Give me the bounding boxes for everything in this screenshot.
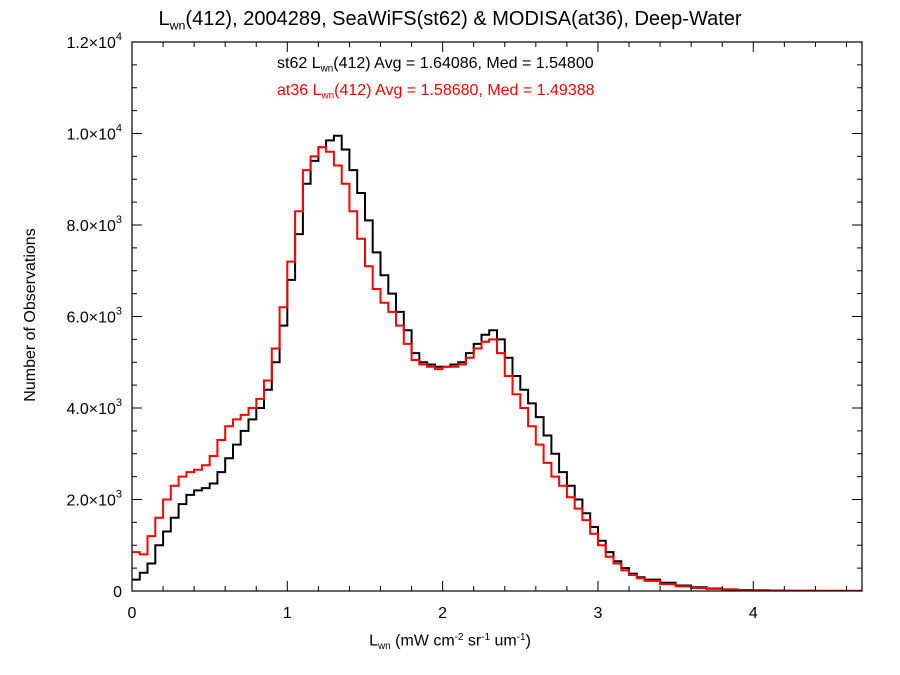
xlabel-sup1: -2: [454, 632, 464, 643]
xlabel-mid1: sr: [463, 632, 482, 650]
y-tick-label: 1.2×104: [66, 31, 122, 52]
y-tick-label: 4.0×103: [66, 397, 122, 418]
x-tick-label: 4: [749, 605, 758, 622]
axis-layer: 0 1 2 3 4 0 2.0×103 4.0×103 6.0×103 8.0×103 1.0×10…: [66, 31, 863, 622]
stat-at36-prefix: at36 L: [277, 82, 322, 99]
x-tick-label: 1: [283, 605, 292, 622]
x-tick-label: 2: [438, 605, 447, 622]
stat-line-at36: at36 Lwn(412) Avg = 1.58680, Med = 1.493…: [277, 82, 595, 101]
xlabel-sup2: -1: [481, 632, 491, 643]
series-line-at36: [132, 146, 862, 591]
xlabel-open: (mW cm: [390, 632, 455, 650]
x-tick-label: 3: [594, 605, 603, 622]
stat-st62-rest: (412) Avg = 1.64086, Med = 1.54800: [333, 55, 594, 72]
stat-at36-rest: (412) Avg = 1.58680, Med = 1.49388: [334, 82, 595, 99]
y-tick-label: 2.0×103: [66, 489, 122, 510]
plot-frame: [131, 41, 863, 592]
y-tick-label: 8.0×103: [66, 214, 122, 235]
y-tick-label: 0: [113, 584, 122, 601]
y-axis-label: Number of Observations: [22, 228, 39, 402]
xlabel-close: ): [525, 632, 531, 650]
title-rest: (412), 2004289, SeaWiFS(st62) & MODISA(a…: [185, 8, 742, 30]
y-tick-label: 6.0×103: [66, 306, 122, 327]
title-l: L: [158, 8, 170, 30]
xlabel-mid2: um: [490, 632, 517, 650]
x-tick-label: 0: [128, 605, 137, 622]
series-line-st62: [132, 134, 862, 591]
stat-st62-prefix: st62 L: [277, 55, 321, 72]
xlabel-sup3: -1: [516, 632, 526, 643]
series-layer: [132, 134, 862, 591]
stat-st62-sub: wn: [320, 63, 334, 75]
x-axis-label: Lwn (mW cm-2 sr-1 um-1): [0, 632, 900, 652]
title-l-sub: wn: [169, 18, 186, 33]
chart-title: Lwn(412), 2004289, SeaWiFS(st62) & MODIS…: [0, 8, 900, 32]
xlabel-l: L: [369, 632, 379, 650]
stat-at36-sub: wn: [321, 90, 335, 102]
stat-line-st62: st62 Lwn(412) Avg = 1.64086, Med = 1.548…: [277, 55, 594, 74]
xlabel-sub: wn: [378, 640, 391, 652]
y-tick-label: 1.0×104: [66, 123, 122, 144]
